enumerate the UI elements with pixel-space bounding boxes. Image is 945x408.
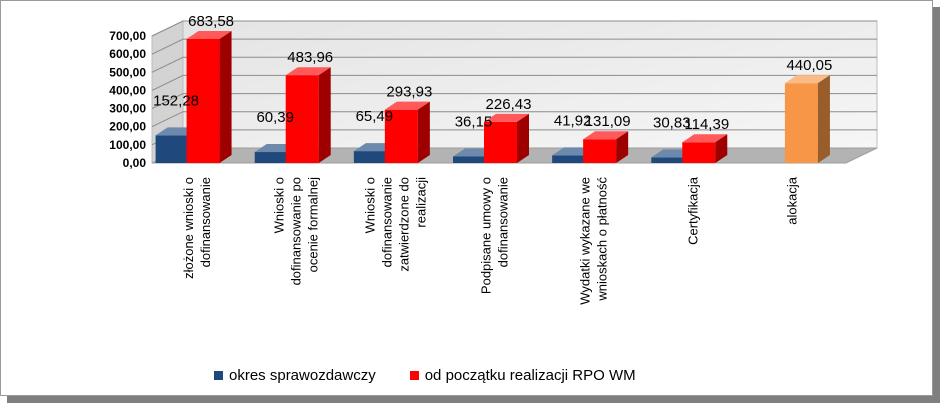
bar-od-poczatku xyxy=(784,75,830,163)
bar-okres-front xyxy=(453,156,486,163)
bar-od-poczatku-front xyxy=(583,139,617,163)
bar-od-poczatku xyxy=(186,30,232,163)
y-tick-label: 700,00 xyxy=(109,29,146,43)
category-label-line: dofinansowanie xyxy=(198,177,213,267)
bar-okres-front xyxy=(353,151,387,163)
y-tick-label: 200,00 xyxy=(109,120,146,134)
bar-okres-front xyxy=(155,135,189,163)
data-label-od-poczatku: 114,39 xyxy=(684,116,729,133)
category-label-line: Certyfikacja xyxy=(685,176,700,245)
bars xyxy=(155,30,830,163)
legend-item-okres: okres sprawozdawczy xyxy=(214,367,376,384)
category-label-line: Wnioski o xyxy=(362,177,377,233)
y-tick-label: 400,00 xyxy=(109,83,146,97)
data-label-od-poczatku: 683,58 xyxy=(188,13,234,30)
category-label-line: zatwierdzone do xyxy=(396,177,411,272)
bar-od-poczatku-front xyxy=(186,38,220,163)
bar-chart: 0,00 100,00 200,00 300,00 400,00 500,00 600,00… xyxy=(109,13,878,305)
category-label: Podpisane umowy o dofinansowanie xyxy=(479,177,511,294)
data-label-okres: 60,39 xyxy=(256,109,294,126)
category-label-line: ocenie formalnej xyxy=(306,177,321,272)
bar-okres-front xyxy=(552,155,586,163)
bar-od-poczatku-side xyxy=(318,67,331,163)
legend-label-od-poczatku: od początku realizacji RPO WM xyxy=(424,367,636,384)
category-label-line: Podpisane umowy o xyxy=(479,177,494,294)
category-label: alokacja xyxy=(784,176,799,224)
data-label-od-poczatku: 483,96 xyxy=(287,49,333,66)
category-label: Wnioski o dofinansowanie po ocenie formaln… xyxy=(272,177,321,286)
data-label-okres: 65,49 xyxy=(356,108,394,125)
gridline xyxy=(151,111,877,128)
y-tick-label: 100,00 xyxy=(109,138,146,152)
legend-swatch-okres xyxy=(214,371,223,380)
bar-od-poczatku-front xyxy=(682,142,716,163)
bar-od-poczatku-side xyxy=(817,75,830,163)
category-label-line: złożone wnioski o xyxy=(181,177,196,279)
category-label-line: Wnioski o xyxy=(272,177,287,233)
bar-od-poczatku-top xyxy=(384,101,430,110)
y-tick-label: 500,00 xyxy=(109,65,146,79)
bar-od-poczatku-front xyxy=(484,121,517,163)
bar-od-poczatku xyxy=(484,113,529,163)
data-label-od-poczatku: 440,05 xyxy=(786,57,832,74)
bar-od-poczatku-front xyxy=(285,75,319,163)
bar-od-poczatku-side xyxy=(517,113,529,163)
bar-od-poczatku xyxy=(583,131,629,163)
category-label-line: dofinansowanie xyxy=(379,177,394,267)
y-tick-label: 600,00 xyxy=(109,47,146,61)
bar-od-poczatku-top xyxy=(285,67,331,76)
bar-od-poczatku-side xyxy=(219,30,232,163)
bar-od-poczatku-side xyxy=(715,134,728,163)
category-label-line: Wydatki wykazane we xyxy=(578,177,593,305)
gridline xyxy=(151,20,877,37)
gridline xyxy=(151,93,877,110)
category-label-line: dofinansowanie xyxy=(496,177,511,267)
data-label-okres: 41,92 xyxy=(554,112,592,129)
bar-okres-front xyxy=(651,157,685,163)
bar-od-poczatku xyxy=(285,67,331,163)
bar-od-poczatku xyxy=(682,134,728,163)
gridline xyxy=(151,74,877,91)
category-label: Wydatki wykazane we wnioskach o płatność xyxy=(578,177,610,305)
bar-od-poczatku-top xyxy=(682,134,728,143)
gridline xyxy=(151,56,877,73)
bar-od-poczatku-side xyxy=(417,101,430,163)
chart-frame: 0,00 100,00 200,00 300,00 400,00 500,00 600,00… xyxy=(0,0,933,396)
gridline xyxy=(151,38,877,55)
category-label: Certyfikacja xyxy=(685,176,700,245)
bar-od-poczatku-side xyxy=(616,131,629,163)
data-label-od-poczatku: 293,93 xyxy=(386,84,432,101)
data-label-okres: 152,28 xyxy=(153,92,199,109)
y-tick-label: 0,00 xyxy=(123,156,147,170)
bar-od-poczatku-top xyxy=(784,75,830,84)
y-tick-label: 300,00 xyxy=(109,102,146,116)
data-label-okres: 30,83 xyxy=(653,114,691,131)
bar-od-poczatku-top xyxy=(583,131,629,140)
data-labels: 152,28 683,58 60,39 483,96 65,49 293,93 36,152… xyxy=(153,13,832,133)
category-label-line: wnioskach o płatność xyxy=(595,177,610,302)
bar-od-poczatku-top xyxy=(186,30,232,39)
bar-od-poczatku-top xyxy=(484,113,529,122)
legend-item-od-poczatku: od początku realizacji RPO WM xyxy=(409,367,636,384)
data-label-od-poczatku: 226,43 xyxy=(486,96,532,113)
legend-swatch-od-poczatku xyxy=(409,371,419,380)
bar-od-poczatku-front xyxy=(384,109,418,163)
bar-okres-front xyxy=(254,152,288,163)
bar-od-poczatku-front xyxy=(784,83,818,163)
category-label-line: alokacja xyxy=(784,176,799,224)
data-label-od-poczatku: 131,09 xyxy=(585,113,631,130)
category-label-line: dofinansowanie po xyxy=(289,177,304,285)
category-label-line: realizacji xyxy=(413,177,428,228)
legend-label-okres: okres sprawozdawczy xyxy=(229,367,376,384)
data-label-okres: 36,15 xyxy=(455,113,493,130)
category-label: Wnioski o dofinansowanie zatwierdzone do re… xyxy=(362,177,428,272)
category-labels: złożone wnioski o dofinansowanie Wnioski o… xyxy=(181,176,799,305)
category-label: złożone wnioski o dofinansowanie xyxy=(181,177,213,279)
legend: okres sprawozdawczy od początku realizac… xyxy=(214,367,670,384)
y-axis: 0,00 100,00 200,00 300,00 400,00 500,00 600,00… xyxy=(109,29,146,170)
bar-od-poczatku xyxy=(384,101,430,163)
